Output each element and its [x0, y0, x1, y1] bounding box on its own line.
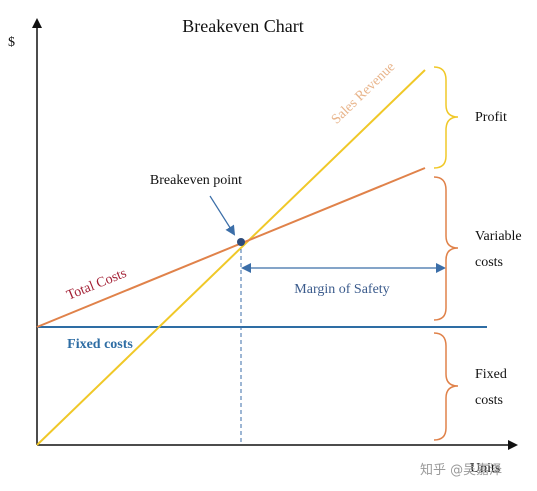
y-axis-label: $ — [8, 35, 15, 50]
fixed-costs-label: Fixed costs — [67, 337, 133, 352]
x-axis-label: Units — [470, 461, 500, 476]
sales-revenue-label: Sales Revenue — [329, 60, 398, 128]
fixed-brace — [433, 332, 459, 441]
variable-brace — [433, 176, 459, 321]
breakeven-label: Breakeven point — [150, 173, 242, 188]
sales-revenue-line — [36, 69, 426, 446]
profit-label: Profit — [475, 110, 507, 125]
breakeven-arrow — [209, 195, 236, 236]
fixed-label: costs — [475, 393, 503, 408]
profit-brace — [433, 66, 459, 169]
watermark: 知乎 @吴嘉泽 — [420, 462, 502, 478]
variable-label: costs — [475, 255, 503, 270]
fixed-label: Fixed — [475, 367, 507, 382]
title: Breakeven Chart — [182, 16, 303, 36]
variable-label: Variable — [475, 229, 522, 244]
total-costs-line — [36, 167, 426, 328]
margin-label: Margin of Safety — [294, 282, 389, 297]
breakeven-point — [237, 238, 245, 246]
total-costs-label: Total Costs — [65, 266, 129, 304]
